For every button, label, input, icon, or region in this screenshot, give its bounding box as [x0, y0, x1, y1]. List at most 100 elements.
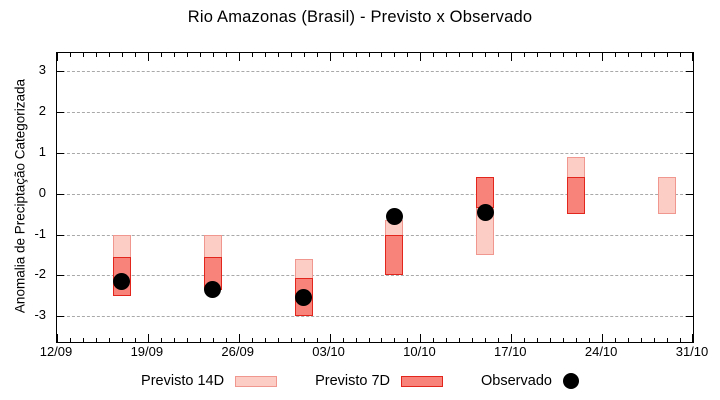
y-tick-label: -3 — [34, 307, 46, 323]
y-tick — [57, 316, 64, 318]
x-minor-tick — [160, 338, 162, 342]
x-minor-tick — [95, 53, 97, 57]
x-major-tick — [238, 334, 240, 342]
x-major-tick — [602, 53, 604, 61]
x-minor-tick — [472, 53, 474, 57]
legend-label: Previsto 7D — [315, 373, 391, 389]
legend-item-previsto-7d: Previsto 7D — [315, 373, 444, 389]
gridline — [57, 153, 693, 154]
x-minor-tick — [121, 53, 123, 57]
x-minor-tick — [524, 53, 526, 57]
observado-dot — [113, 273, 131, 291]
plot-area — [56, 52, 694, 343]
x-minor-tick — [381, 53, 383, 57]
x-minor-tick — [173, 53, 175, 57]
x-minor-tick — [589, 53, 591, 57]
x-minor-tick — [615, 338, 617, 342]
x-minor-tick — [459, 338, 461, 342]
x-minor-tick — [82, 53, 84, 57]
x-minor-tick — [121, 338, 123, 342]
y-tick — [686, 112, 693, 114]
x-minor-tick — [498, 53, 500, 57]
x-minor-tick — [212, 338, 214, 342]
x-minor-tick — [368, 338, 370, 342]
x-minor-tick — [576, 53, 578, 57]
legend-label: Observado — [481, 373, 552, 389]
y-tick — [686, 153, 693, 154]
x-tick-label: 26/09 — [221, 344, 254, 359]
x-major-tick — [329, 53, 331, 61]
x-minor-tick — [550, 53, 552, 57]
x-minor-tick — [134, 53, 136, 57]
x-minor-tick — [316, 53, 318, 57]
y-tick-label: -1 — [34, 225, 46, 241]
x-minor-tick — [95, 338, 97, 342]
x-minor-tick — [628, 53, 630, 57]
x-minor-tick — [537, 53, 539, 57]
x-minor-tick — [277, 338, 279, 342]
x-minor-tick — [186, 338, 188, 342]
x-major-tick — [420, 53, 422, 61]
x-minor-tick — [394, 53, 396, 57]
y-tick — [686, 71, 693, 73]
x-minor-tick — [108, 338, 110, 342]
x-major-tick — [238, 53, 240, 61]
y-tick — [57, 71, 64, 73]
y-tick-label: -2 — [34, 266, 46, 282]
x-minor-tick — [667, 53, 669, 57]
x-major-tick — [602, 334, 604, 342]
x-minor-tick — [589, 338, 591, 342]
y-tick — [57, 153, 64, 154]
x-minor-tick — [563, 338, 565, 342]
gridline — [57, 275, 693, 277]
y-tick — [686, 316, 693, 318]
x-minor-tick — [654, 338, 656, 342]
y-tick — [686, 234, 693, 236]
range-bar-previsto-14d — [658, 177, 677, 215]
x-minor-tick — [524, 338, 526, 342]
x-minor-tick — [485, 338, 487, 342]
x-minor-tick — [641, 53, 643, 57]
gridline — [57, 193, 693, 195]
x-minor-tick — [628, 338, 630, 342]
x-major-tick — [329, 334, 331, 342]
x-minor-tick — [199, 338, 201, 342]
chart-title: Rio Amazonas (Brasil) - Previsto x Obser… — [187, 8, 533, 26]
x-minor-tick — [264, 53, 266, 57]
gridline — [57, 234, 693, 236]
x-major-tick — [57, 334, 58, 342]
x-minor-tick — [82, 338, 84, 342]
range-bar-previsto-7d — [385, 234, 404, 276]
x-tick-label: 03/10 — [312, 344, 345, 359]
gridline — [57, 71, 693, 73]
x-minor-tick — [680, 53, 682, 57]
x-minor-tick — [563, 53, 565, 57]
legend-item-observado: Observado — [481, 373, 579, 389]
x-minor-tick — [433, 338, 435, 342]
x-minor-tick — [251, 338, 253, 342]
y-tick — [57, 193, 64, 195]
x-minor-tick — [394, 338, 396, 342]
x-major-tick — [420, 334, 422, 342]
legend-label: Previsto 14D — [141, 373, 225, 389]
x-minor-tick — [225, 338, 227, 342]
x-minor-tick — [446, 338, 448, 342]
gridline — [57, 112, 693, 114]
x-minor-tick — [485, 53, 487, 57]
x-minor-tick — [160, 53, 162, 57]
x-minor-tick — [615, 53, 617, 57]
x-major-tick — [57, 53, 58, 61]
x-minor-tick — [173, 338, 175, 342]
x-minor-tick — [446, 53, 448, 57]
x-minor-tick — [69, 53, 71, 57]
y-tick-label: 2 — [38, 103, 46, 119]
y-tick — [686, 275, 693, 277]
y-tick — [57, 275, 64, 277]
y-tick — [57, 112, 64, 114]
x-minor-tick — [134, 338, 136, 342]
x-tick-label: 17/10 — [494, 344, 527, 359]
x-minor-tick — [316, 338, 318, 342]
observado-dot — [295, 289, 313, 307]
x-minor-tick — [277, 53, 279, 57]
x-minor-tick — [108, 53, 110, 57]
